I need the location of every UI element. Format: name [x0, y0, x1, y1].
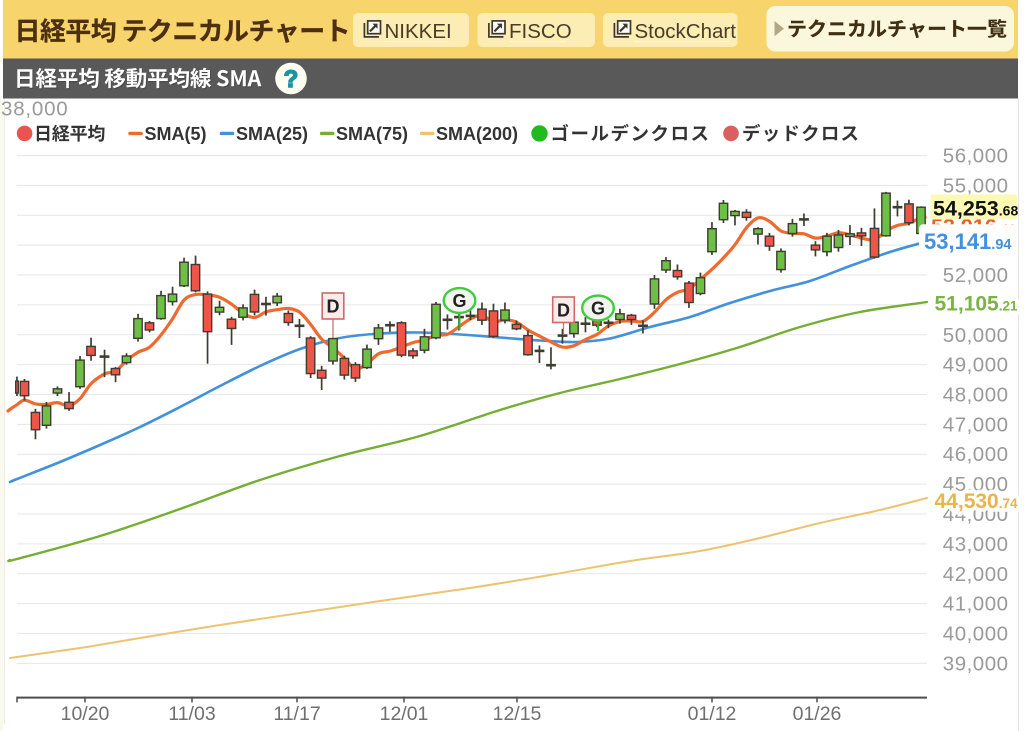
- svg-text:48,000: 48,000: [943, 384, 1009, 407]
- svg-text:11/03: 11/03: [168, 703, 215, 725]
- svg-text:47,000: 47,000: [943, 413, 1009, 436]
- svg-text:SMA(25): SMA(25): [236, 124, 308, 144]
- svg-text:42,000: 42,000: [943, 563, 1009, 586]
- svg-text:?: ?: [284, 66, 299, 93]
- svg-text:53,141.94: 53,141.94: [924, 229, 1011, 254]
- svg-text:51,105.21: 51,105.21: [935, 293, 1018, 316]
- svg-text:45,000: 45,000: [943, 473, 1009, 496]
- svg-text:11/17: 11/17: [273, 703, 320, 725]
- svg-text:38,000: 38,000: [1, 98, 69, 121]
- svg-text:D: D: [327, 297, 340, 317]
- svg-text:39,000: 39,000: [943, 652, 1009, 675]
- svg-text:StockChart: StockChart: [635, 20, 737, 43]
- svg-text:FISCO: FISCO: [509, 20, 572, 43]
- svg-text:NIKKEI: NIKKEI: [385, 20, 452, 43]
- svg-text:12/01: 12/01: [380, 703, 429, 725]
- svg-text:SMA(200): SMA(200): [436, 124, 518, 144]
- svg-text:41,000: 41,000: [943, 593, 1009, 616]
- svg-text:G: G: [452, 291, 466, 311]
- svg-text:44,530.74: 44,530.74: [935, 490, 1018, 513]
- svg-text:46,000: 46,000: [943, 443, 1009, 466]
- svg-text:55,000: 55,000: [943, 174, 1009, 197]
- svg-text:40,000: 40,000: [943, 623, 1009, 646]
- svg-text:D: D: [557, 300, 570, 320]
- svg-text:54,253.68: 54,253.68: [933, 197, 1018, 221]
- svg-text:56,000: 56,000: [943, 145, 1009, 168]
- svg-text:G: G: [591, 299, 605, 319]
- svg-text:44,530.74: 44,530.74: [935, 490, 1018, 513]
- svg-text:01/26: 01/26: [793, 703, 842, 725]
- svg-text:01/12: 01/12: [688, 703, 737, 725]
- svg-text:SMA(5): SMA(5): [145, 124, 207, 144]
- svg-text:SMA(75): SMA(75): [336, 124, 408, 144]
- svg-text:50,000: 50,000: [943, 324, 1009, 347]
- svg-text:52,000: 52,000: [943, 264, 1009, 287]
- svg-text:43,000: 43,000: [943, 533, 1009, 556]
- svg-text:12/15: 12/15: [493, 703, 542, 725]
- svg-text:10/20: 10/20: [61, 703, 110, 725]
- svg-text:44,000: 44,000: [943, 503, 1009, 526]
- svg-text:49,000: 49,000: [943, 354, 1009, 377]
